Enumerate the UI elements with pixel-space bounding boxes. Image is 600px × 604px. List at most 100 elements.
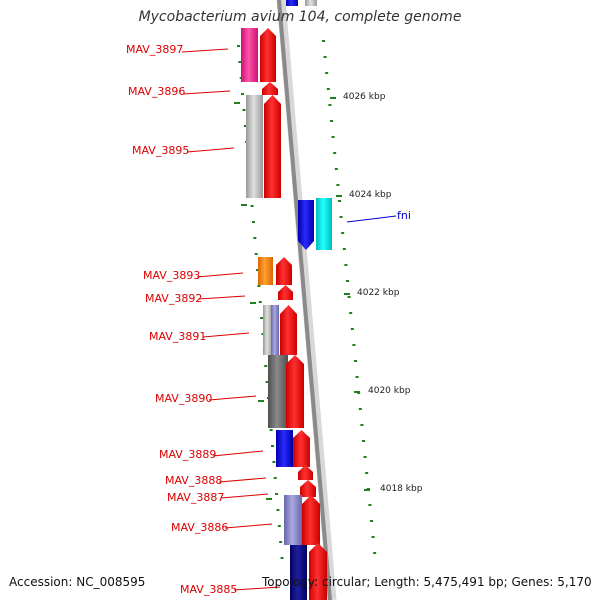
minor-tick <box>251 221 255 223</box>
gene-block <box>286 0 298 6</box>
gene-arrow-mav-3896 <box>262 82 278 95</box>
minor-tick <box>272 461 276 463</box>
gene-label: MAV_3889 <box>159 448 217 461</box>
major-tick <box>234 102 240 104</box>
minor-tick <box>370 520 373 522</box>
minor-tick <box>322 40 325 42</box>
minor-tick <box>371 536 375 538</box>
gene-arrow-mav-3887 <box>300 480 316 497</box>
gene-label: MAV_3893 <box>143 269 201 282</box>
genome-title: Mycobacterium avium 104, complete genome <box>138 9 462 25</box>
minor-tick <box>325 72 329 74</box>
minor-tick <box>241 93 245 95</box>
gene-features <box>241 0 332 600</box>
minor-tick <box>253 237 257 239</box>
scale-label: 4026 kbp <box>343 92 386 102</box>
minor-tick <box>342 248 346 250</box>
major-tick <box>241 204 247 206</box>
minor-tick <box>350 328 354 330</box>
leader-line <box>186 147 235 153</box>
leader-line <box>202 332 250 338</box>
leader-line <box>218 477 267 483</box>
gene-block-mav-3897 <box>241 28 258 82</box>
gene-arrow-fni <box>298 200 314 250</box>
leader-line <box>233 586 281 591</box>
gene-arrow-mav-3885 <box>309 543 327 600</box>
minor-tick <box>373 552 377 554</box>
minor-tick <box>336 184 340 186</box>
minor-tick <box>254 253 258 255</box>
gene-arrow-mav-3897 <box>260 28 276 82</box>
leader-line <box>182 90 231 95</box>
gene-label: MAV_3895 <box>132 144 190 157</box>
leader-line <box>196 272 244 278</box>
minor-tick <box>363 456 367 458</box>
gene-block-mav-3895 <box>246 95 263 198</box>
leader-line <box>346 215 397 223</box>
minor-tick <box>264 365 268 367</box>
minor-tick <box>243 125 247 127</box>
minor-tick <box>257 285 261 287</box>
minor-tick <box>273 477 277 479</box>
minor-tick <box>355 376 359 378</box>
leader-line <box>181 48 229 53</box>
minor-tick <box>334 168 338 170</box>
gene-block-mav-3886 <box>284 495 302 545</box>
minor-tick <box>242 109 246 111</box>
minor-tick <box>271 445 274 447</box>
minor-tick <box>265 381 269 383</box>
major-tick <box>258 400 264 402</box>
major-tick <box>250 302 256 304</box>
gene-block-mav-3893 <box>258 257 273 285</box>
gene-label: fni <box>397 209 411 222</box>
scale-label: 4020 kbp <box>368 386 411 396</box>
gene-label: MAV_3888 <box>165 474 223 487</box>
gene-block-mav-3891 <box>263 305 272 355</box>
leader-line <box>212 450 264 457</box>
gene-block-fni <box>316 198 332 250</box>
major-tick <box>330 97 336 99</box>
leader-line <box>198 295 246 300</box>
scale-label: 4022 kbp <box>357 288 400 298</box>
scale-label: 4024 kbp <box>349 190 392 200</box>
gene-block <box>305 0 317 6</box>
gene-arrow-mav-3895 <box>264 95 281 198</box>
minor-tick <box>258 301 262 303</box>
gene-block-mav-3890 <box>268 355 288 428</box>
gene-arrow-mav-3891 <box>280 305 297 355</box>
gene-label: MAV_3890 <box>155 392 213 405</box>
minor-tick <box>341 232 345 234</box>
gene-label: MAV_3887 <box>167 491 225 504</box>
minor-tick <box>326 88 330 90</box>
gene-arrow-mav-3886 <box>302 495 320 545</box>
scale-label: 4018 kbp <box>380 484 423 494</box>
gene-label: MAV_3897 <box>126 43 184 56</box>
minor-tick <box>277 525 281 527</box>
major-tick <box>266 498 272 500</box>
minor-tick <box>323 56 327 58</box>
minor-tick <box>269 429 273 431</box>
minor-tick <box>365 472 369 474</box>
genome-summary-text: Topology: circular; Length: 5,475,491 bp… <box>262 575 592 589</box>
minor-tick <box>250 205 254 207</box>
minor-tick <box>354 360 357 362</box>
minor-tick <box>260 317 264 319</box>
minor-tick <box>362 440 365 442</box>
leader-line <box>220 493 269 499</box>
minor-tick <box>339 216 343 218</box>
minor-tick <box>238 61 242 63</box>
minor-tick <box>358 408 362 410</box>
gene-label: MAV_3891 <box>149 330 207 343</box>
gene-label: MAV_3886 <box>171 521 229 534</box>
major-tick <box>354 391 360 393</box>
gene-arrow-mav-3893 <box>276 257 292 285</box>
minor-tick <box>328 104 332 106</box>
major-tick <box>364 489 370 491</box>
gene-label: MAV_3896 <box>128 85 186 98</box>
leader-line <box>224 523 273 529</box>
minor-tick <box>331 136 335 138</box>
minor-tick <box>275 493 279 495</box>
label-leader-lines <box>181 48 397 591</box>
chromosome-backbone <box>277 0 332 601</box>
